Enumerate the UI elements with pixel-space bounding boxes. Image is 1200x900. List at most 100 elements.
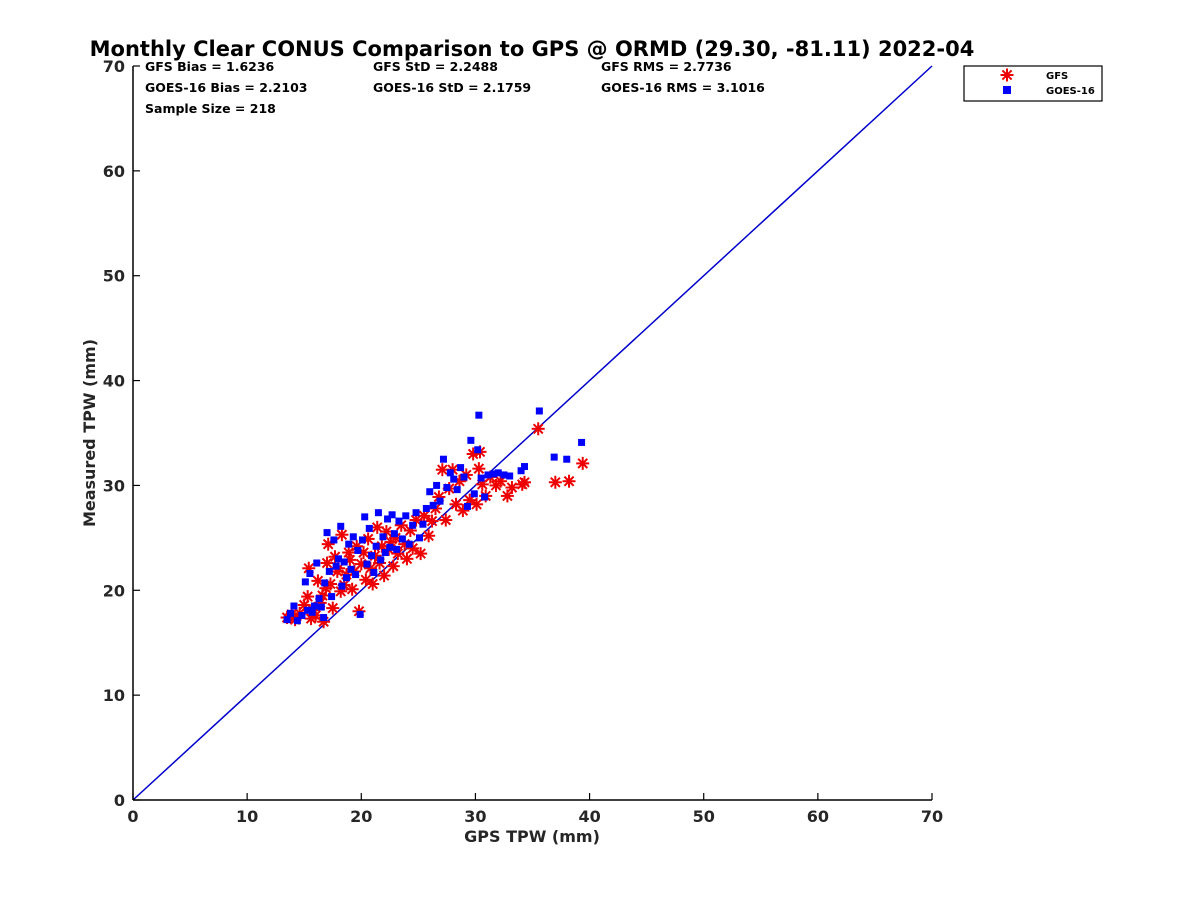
goes16-point (332, 562, 340, 570)
goes16-point (457, 464, 465, 472)
gfs-point (500, 489, 514, 503)
goes16-point (409, 521, 417, 529)
goes16-point (506, 472, 514, 480)
gfs-point (301, 590, 315, 604)
goes16-point (313, 559, 321, 567)
stat-text: Sample Size = 218 (145, 101, 276, 116)
goes16-point (354, 546, 362, 554)
goes16-point (422, 504, 430, 512)
goes16-point (298, 611, 306, 619)
goes16-point (287, 609, 295, 617)
x-tick-label: 10 (236, 807, 258, 826)
goes16-point (323, 529, 331, 537)
goes16-point (384, 515, 392, 523)
goes16-point (436, 497, 444, 505)
gfs-point (422, 529, 436, 543)
series-goes16 (283, 407, 586, 625)
goes16-point (290, 602, 298, 610)
gfs-point (400, 552, 414, 566)
goes16-point (535, 407, 543, 415)
goes16-point (321, 579, 329, 587)
y-tick-label: 20 (103, 581, 125, 600)
gfs-point (320, 556, 334, 570)
goes16-point (363, 560, 371, 568)
goes16-point (405, 540, 413, 548)
goes16-point (358, 536, 366, 544)
goes16-point (330, 536, 338, 544)
y-tick-label: 10 (103, 686, 125, 705)
goes16-point (320, 614, 328, 622)
goes16-point (500, 471, 508, 479)
goes16-point (377, 556, 385, 564)
goes16-point (315, 595, 323, 603)
goes16-point (467, 436, 475, 444)
goes16-point (474, 446, 482, 454)
goes16-point (370, 568, 378, 576)
x-tick-label: 40 (578, 807, 600, 826)
goes16-point (477, 474, 485, 482)
goes16-point (426, 488, 434, 496)
goes16-point (352, 571, 360, 579)
y-tick-label: 30 (103, 476, 125, 495)
goes16-point (293, 617, 301, 625)
stat-text: GFS StD = 2.2488 (373, 59, 498, 74)
goes16-point (412, 509, 420, 517)
goes16-point (463, 502, 471, 510)
goes16-point (563, 455, 571, 463)
gfs-point (326, 601, 340, 615)
goes16-point (325, 567, 333, 575)
goes16-point (386, 543, 394, 551)
stat-text: GFS Bias = 1.6236 (145, 59, 275, 74)
gfs-point (518, 475, 532, 489)
x-tick-label: 70 (921, 807, 943, 826)
x-axis-label: GPS TPW (mm) (464, 827, 600, 846)
legend-asterisk (1000, 68, 1014, 82)
gfs-point (335, 528, 349, 542)
goes16-point (379, 533, 387, 541)
gfs-point (505, 481, 519, 495)
gfs-point (345, 582, 359, 596)
goes16-point (334, 555, 342, 563)
goes16-point (395, 517, 403, 525)
goes16-point (446, 469, 454, 477)
goes16-point (308, 608, 316, 616)
goes16-point (365, 524, 373, 532)
y-tick-label: 70 (103, 57, 125, 76)
goes16-point (481, 493, 489, 501)
reference-layer (132, 65, 933, 801)
legend-gfs-marker (1000, 68, 1014, 82)
x-tick-label: 50 (693, 807, 715, 826)
goes16-point (347, 565, 355, 573)
x-tick-label: 30 (464, 807, 486, 826)
goes16-point (393, 545, 401, 553)
y-tick-label: 0 (114, 791, 125, 810)
goes16-point (415, 534, 423, 542)
goes16-point (317, 603, 325, 611)
legend-gfs-label: GFS (1046, 71, 1068, 82)
gfs-point (386, 559, 400, 573)
goes16-point (306, 570, 314, 578)
goes16-point (470, 490, 478, 498)
goes16-point (453, 486, 461, 494)
goes16-point (550, 453, 558, 461)
stat-text: GOES-16 Bias = 2.2103 (145, 80, 307, 95)
gfs-point (576, 456, 590, 470)
goes16-point (361, 513, 369, 521)
goes16-point (390, 530, 398, 538)
goes16-point (578, 438, 586, 446)
gfs-point (366, 577, 380, 591)
goes16-point (349, 533, 357, 541)
goes16-point (374, 509, 382, 517)
goes16-point (398, 535, 406, 543)
y-axis-label: Measured TPW (mm) (80, 339, 99, 527)
gfs-point (531, 422, 545, 436)
goes16-point (283, 616, 291, 624)
goes16-point (429, 501, 437, 509)
goes16-point (402, 512, 410, 520)
legend-box (963, 65, 1103, 102)
goes16-point (460, 473, 468, 481)
legend-goes16-label: GOES-16 (1046, 86, 1095, 97)
goes16-point (337, 522, 345, 530)
goes16-point (372, 542, 380, 550)
